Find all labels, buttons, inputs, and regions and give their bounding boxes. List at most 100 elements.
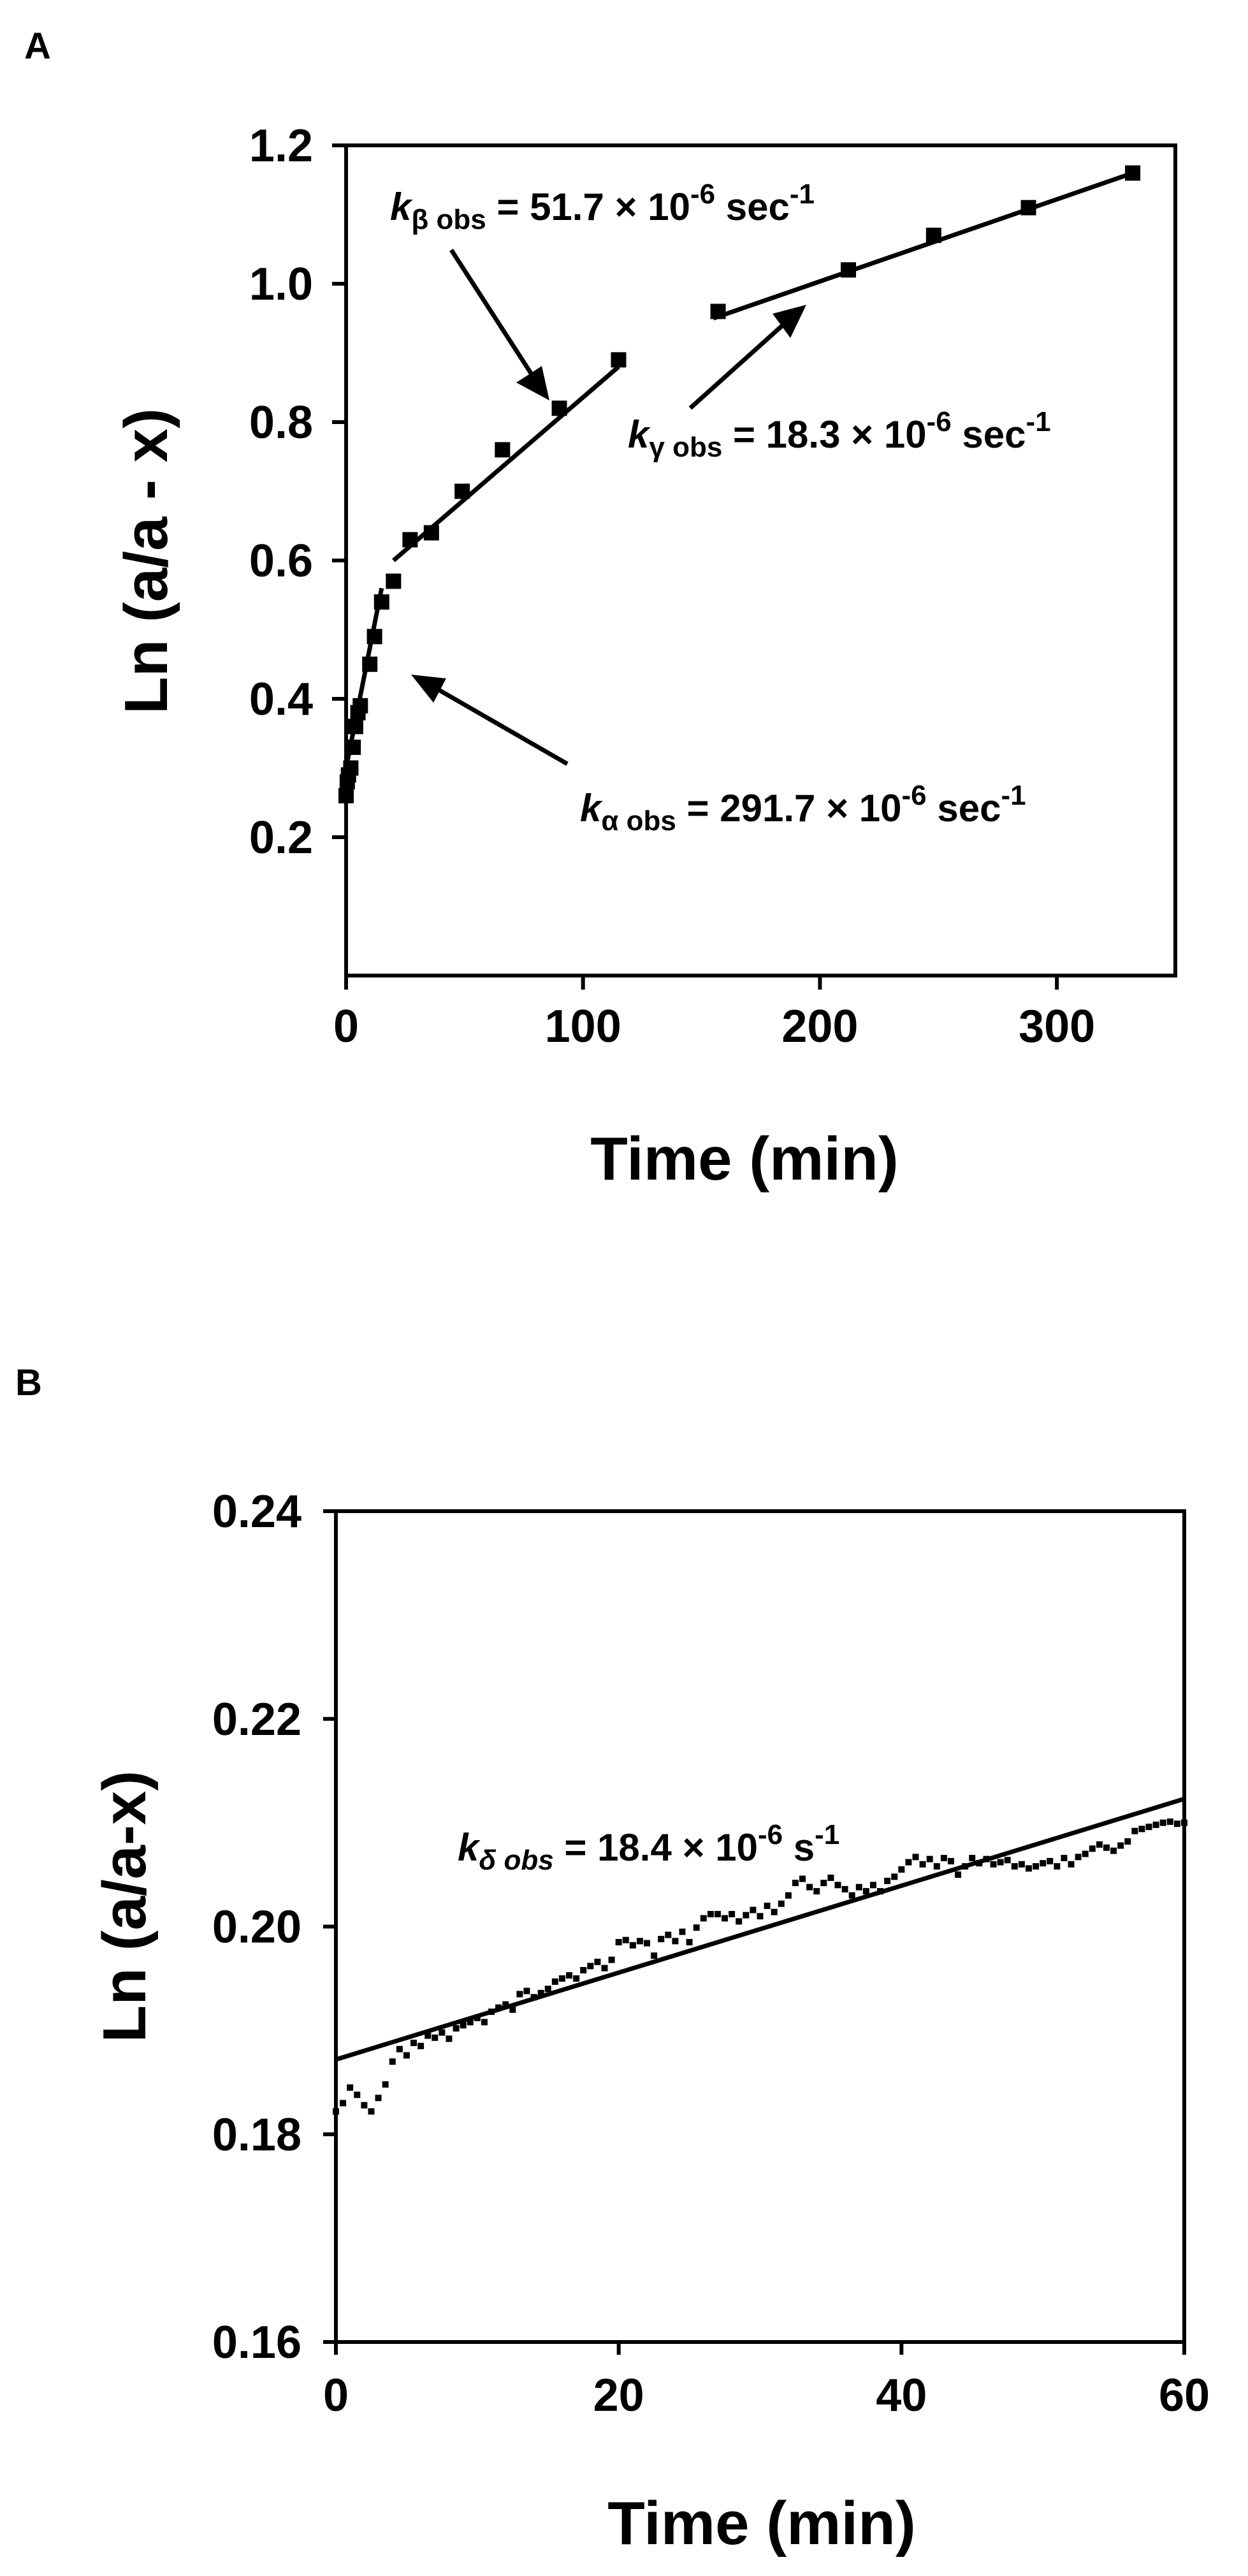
data-point — [1018, 1861, 1025, 1868]
data-point — [362, 656, 378, 672]
annotation-k-delta: kδ obs = 18.4 × 10-6 s-1 — [458, 1819, 839, 1876]
data-point — [1033, 1863, 1040, 1870]
data-point — [488, 2009, 495, 2016]
panel-b-x-axis-label: Time (min) — [607, 2489, 916, 2558]
data-point — [891, 1873, 898, 1880]
data-point — [877, 1888, 884, 1895]
data-point — [1173, 1820, 1180, 1827]
data-point — [672, 1938, 679, 1945]
data-point — [1131, 1827, 1138, 1834]
data-point — [580, 1966, 587, 1973]
data-point — [454, 483, 470, 499]
data-point — [1082, 1850, 1089, 1857]
data-point — [799, 1875, 806, 1882]
data-point — [629, 1942, 636, 1949]
data-point — [651, 1952, 658, 1959]
data-point — [467, 2019, 474, 2026]
data-point — [375, 2095, 382, 2102]
data-point — [338, 787, 354, 803]
data-point — [693, 1924, 700, 1931]
data-point — [402, 532, 418, 548]
data-point — [474, 2014, 481, 2021]
annotation-k-beta: kβ obs = 51.7 × 10-6 sec-1 — [390, 179, 815, 235]
data-point — [869, 1882, 876, 1889]
data-point — [432, 2034, 439, 2041]
data-point — [417, 2042, 424, 2049]
y-tick-label: 0.4 — [249, 674, 313, 725]
data-point — [785, 1892, 792, 1899]
data-point — [1152, 1821, 1159, 1828]
data-point — [530, 1994, 537, 2001]
panel-a-plot-frame — [344, 143, 1177, 977]
y-tick-label: 0.24 — [212, 1486, 301, 1537]
data-point — [686, 1938, 693, 1945]
data-point — [502, 2001, 509, 2008]
data-point — [1145, 1824, 1152, 1831]
x-tick-label: 300 — [1019, 1001, 1095, 1052]
panel-a-x-ticks: 0 100 200 300 — [333, 976, 1095, 1052]
data-point — [453, 2025, 460, 2032]
data-point — [587, 1963, 594, 1970]
data-point — [1061, 1855, 1068, 1862]
y-tick-label: 0.16 — [212, 2317, 301, 2368]
data-point — [516, 1991, 523, 1998]
x-tick-label: 60 — [1159, 2370, 1210, 2421]
panel-a-label: A — [24, 26, 51, 67]
data-point — [983, 1855, 990, 1862]
y-tick-label: 0.8 — [249, 397, 313, 448]
data-point — [1124, 1838, 1131, 1845]
data-point — [700, 1915, 707, 1922]
data-point — [905, 1859, 912, 1866]
panel-a-data-points — [338, 165, 1141, 803]
data-point — [827, 1874, 834, 1881]
data-point — [884, 1877, 891, 1884]
x-tick-label: 0 — [333, 1001, 359, 1052]
data-point — [1020, 200, 1036, 216]
data-point — [1166, 1818, 1173, 1825]
y-tick-label: 0.2 — [249, 812, 313, 863]
panel-b-y-axis-label: Ln (a/a-x) — [91, 1771, 159, 2043]
data-point — [354, 2091, 361, 2098]
annotation-arrow-beta — [449, 249, 535, 377]
data-point — [523, 1987, 530, 1994]
data-point — [820, 1880, 827, 1887]
panel-b-y-ticks: 0.16 0.18 0.20 0.22 0.24 — [212, 1486, 336, 2368]
data-point — [997, 1859, 1004, 1866]
data-point — [1047, 1857, 1054, 1864]
panel-a-x-axis-label: Time (min) — [590, 1125, 899, 1193]
data-point — [757, 1913, 764, 1920]
data-point — [862, 1888, 869, 1895]
data-point — [347, 2084, 354, 2091]
data-point — [537, 1989, 544, 1996]
panel-b-plot-frame — [334, 1509, 1186, 2344]
data-point — [594, 1958, 601, 1965]
data-point — [343, 760, 359, 776]
fit-line-alpha — [344, 587, 384, 769]
panel-a-y-axis-label: Ln (a/a - x) — [112, 408, 180, 714]
data-point — [736, 1918, 743, 1925]
x-tick-label: 40 — [876, 2370, 927, 2421]
data-point — [1159, 1819, 1166, 1826]
data-point — [551, 1978, 558, 1985]
data-point — [1117, 1842, 1124, 1849]
panel-a-fit-lines — [344, 171, 1134, 769]
data-point — [1040, 1860, 1047, 1867]
data-point — [679, 1928, 686, 1935]
annotation-k-gamma: kγ obs = 18.3 × 10-6 sec-1 — [628, 406, 1051, 463]
data-point — [976, 1860, 983, 1867]
data-point — [368, 2108, 375, 2115]
data-point — [1025, 1865, 1032, 1872]
data-point — [636, 1938, 643, 1945]
data-point — [926, 1855, 933, 1862]
data-point — [495, 442, 511, 458]
data-point — [940, 1855, 947, 1862]
data-point — [1181, 1819, 1187, 1826]
data-point — [544, 1986, 551, 1993]
data-point — [841, 262, 857, 278]
data-point — [665, 1931, 672, 1938]
data-point — [345, 739, 361, 755]
data-point — [333, 2108, 339, 2115]
y-tick-label: 1.0 — [249, 259, 313, 310]
data-point — [778, 1900, 785, 1907]
